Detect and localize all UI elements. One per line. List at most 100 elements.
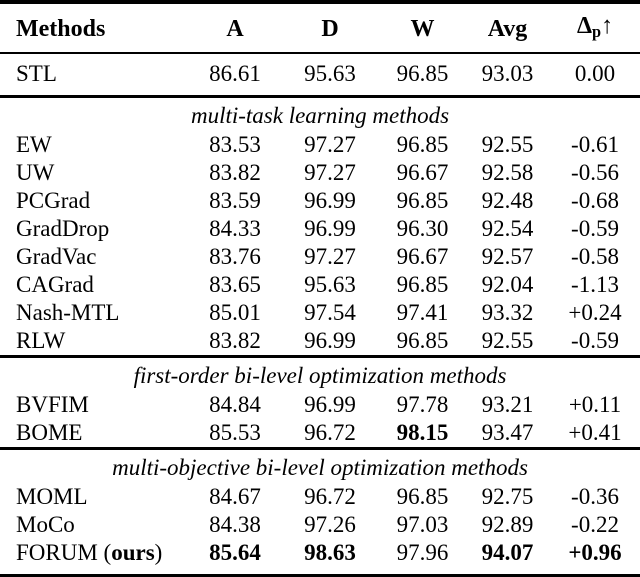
value-cell: 85.53 <box>209 420 261 446</box>
method-cell: BVFIM <box>16 392 89 418</box>
table-row: MOML 84.67 96.72 96.85 92.75 -0.36 <box>0 483 640 511</box>
value-cell: 84.84 <box>209 392 261 418</box>
method-cell: MOML <box>16 484 88 510</box>
value-cell: 92.89 <box>481 512 534 538</box>
table-row: CAGrad 83.65 95.63 96.85 92.04 -1.13 <box>0 271 640 299</box>
value-cell: 84.67 <box>209 484 261 510</box>
value-cell: 0.00 <box>574 61 616 87</box>
delta-subscript: p <box>591 22 602 42</box>
value-cell: 97.27 <box>304 132 356 158</box>
value-cell: 92.58 <box>481 160 534 186</box>
up-arrow-icon: ↑ <box>601 13 614 39</box>
column-header-methods: Methods <box>16 16 106 43</box>
section-heading: multi-objective bi-level optimization me… <box>112 455 528 481</box>
value-cell: 92.04 <box>481 272 534 298</box>
value-cell: 96.72 <box>304 484 356 510</box>
value-cell: 84.38 <box>209 512 261 538</box>
value-cell: 97.03 <box>396 512 449 538</box>
value-cell: 83.53 <box>209 132 261 158</box>
value-cell: 92.48 <box>481 188 534 214</box>
column-header-delta-p: Δp↑ <box>550 2 640 53</box>
method-cell: UW <box>16 160 55 186</box>
value-cell: 96.85 <box>396 132 449 158</box>
value-cell: -0.22 <box>571 512 619 538</box>
value-cell: 97.27 <box>304 160 356 186</box>
value-cell: 94.07 <box>481 540 534 566</box>
value-cell: 97.27 <box>304 244 356 270</box>
table-section: multi-objective bi-level optimization me… <box>0 448 640 577</box>
method-cell: Nash-MTL <box>16 300 120 326</box>
value-cell: 96.30 <box>396 216 449 242</box>
value-cell: -0.56 <box>571 160 619 186</box>
value-cell: 83.82 <box>209 160 261 186</box>
value-cell: 96.99 <box>304 216 356 242</box>
value-cell: 92.55 <box>481 328 534 354</box>
table-header: Methods A D W Avg Δp↑ <box>0 2 640 54</box>
method-cell: MoCo <box>16 512 75 538</box>
method-cell: GradDrop <box>16 216 110 242</box>
table-row: GradVac 83.76 97.27 96.67 92.57 -0.58 <box>0 243 640 271</box>
value-cell: 95.63 <box>304 272 356 298</box>
table-row: EW 83.53 97.27 96.85 92.55 -0.61 <box>0 131 640 159</box>
section-heading-row: first-order bi-level optimization method… <box>0 357 640 392</box>
value-cell: 98.63 <box>304 540 356 566</box>
value-cell: 96.99 <box>304 328 356 354</box>
table-row: PCGrad 83.59 96.99 96.85 92.48 -0.68 <box>0 187 640 215</box>
table-section: STL 86.61 95.63 96.85 93.03 0.00 <box>0 53 640 97</box>
value-cell: +0.24 <box>568 300 622 326</box>
value-cell: 83.65 <box>209 272 261 298</box>
value-cell: 96.72 <box>304 420 356 446</box>
value-cell: 92.57 <box>481 244 534 270</box>
value-cell: 83.76 <box>209 244 261 270</box>
value-cell: 96.85 <box>396 61 449 87</box>
value-cell: -0.61 <box>571 132 619 158</box>
table-row: MoCo 84.38 97.26 97.03 92.89 -0.22 <box>0 511 640 539</box>
value-cell: 86.61 <box>209 61 261 87</box>
value-cell: -0.59 <box>571 328 619 354</box>
value-cell: +0.96 <box>568 540 622 566</box>
value-cell: 93.47 <box>481 420 534 446</box>
column-header-w: W <box>410 16 435 43</box>
value-cell: 97.26 <box>304 512 356 538</box>
table-row: BOME 85.53 96.72 98.15 93.47 +0.41 <box>0 419 640 449</box>
table-row: BVFIM 84.84 96.99 97.78 93.21 +0.11 <box>0 391 640 419</box>
value-cell: 98.15 <box>396 420 449 446</box>
table-section: multi-task learning methods EW 83.53 97.27 9… <box>0 96 640 357</box>
method-cell: GradVac <box>16 244 97 270</box>
table-section: first-order bi-level optimization method… <box>0 356 640 449</box>
value-cell: 96.85 <box>396 328 449 354</box>
section-heading-row: multi-objective bi-level optimization me… <box>0 449 640 484</box>
value-cell: 93.03 <box>481 61 534 87</box>
value-cell: 97.41 <box>396 300 449 326</box>
value-cell: 85.64 <box>209 540 261 566</box>
value-cell: 92.54 <box>481 216 534 242</box>
method-cell: CAGrad <box>16 272 94 298</box>
column-header-a: A <box>226 16 244 43</box>
value-cell: 96.85 <box>396 272 449 298</box>
value-cell: 93.32 <box>481 300 534 326</box>
value-cell: 96.85 <box>396 188 449 214</box>
section-heading: multi-task learning methods <box>190 103 450 129</box>
value-cell: -0.36 <box>571 484 619 510</box>
value-cell: 96.85 <box>396 484 449 510</box>
section-heading: first-order bi-level optimization method… <box>133 363 507 389</box>
value-cell: -1.13 <box>571 272 619 298</box>
table-row: UW 83.82 97.27 96.67 92.58 -0.56 <box>0 159 640 187</box>
value-cell: 95.63 <box>304 61 356 87</box>
value-cell: 96.99 <box>304 392 356 418</box>
value-cell: 96.99 <box>304 188 356 214</box>
value-cell: 96.67 <box>396 160 449 186</box>
table-row: RLW 83.82 96.99 96.85 92.55 -0.59 <box>0 327 640 357</box>
value-cell: -0.58 <box>571 244 619 270</box>
value-cell: 96.67 <box>396 244 449 270</box>
delta-symbol: Δ <box>576 13 592 39</box>
method-cell: RLW <box>16 328 66 354</box>
value-cell: -0.59 <box>571 216 619 242</box>
value-cell: 97.54 <box>304 300 356 326</box>
method-cell: PCGrad <box>16 188 91 214</box>
value-cell: +0.11 <box>568 392 622 418</box>
method-cell: FORUM (ours) <box>16 540 163 566</box>
value-cell: 83.82 <box>209 328 261 354</box>
